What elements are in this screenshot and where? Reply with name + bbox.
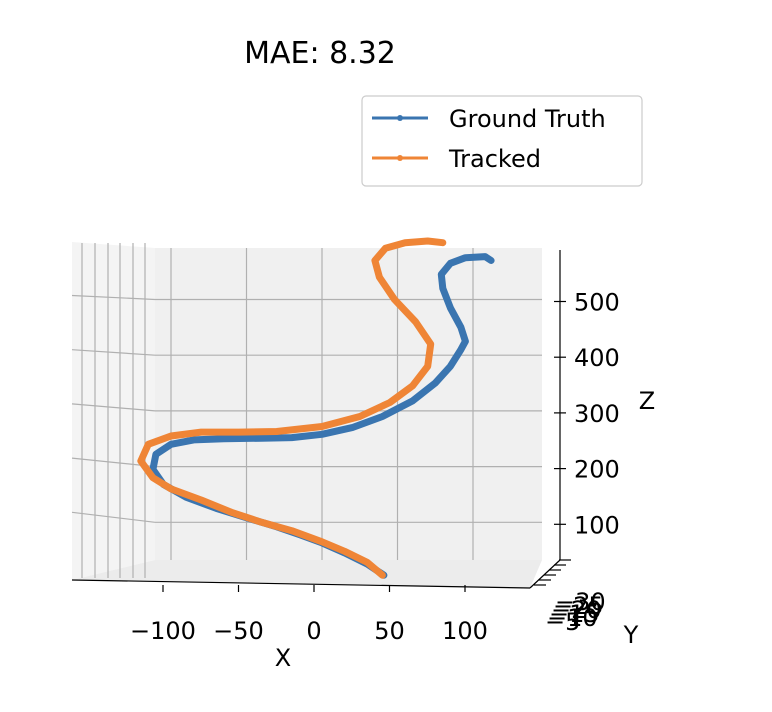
axes-panes: [72, 242, 542, 588]
z-tick-label: 200: [574, 456, 620, 484]
grid-lines: [71, 243, 542, 578]
y-tick-label: −20: [551, 596, 602, 624]
z-axis-ticks: 100 200 300 400 500: [554, 289, 620, 539]
x-axis-line: [71, 579, 531, 589]
z-tick-label: 300: [574, 400, 620, 428]
legend-box: [361, 95, 643, 187]
grid-line-side: [71, 349, 156, 356]
x-tick-label: 0: [306, 617, 321, 645]
y-tick-label: −30: [555, 588, 606, 616]
x-axis-ticks: −100 −50 0 50 100: [130, 585, 488, 645]
x-tick-label: −100: [130, 617, 196, 645]
y-tick-label: −5: [545, 608, 580, 636]
y-axis-label: Y: [623, 621, 639, 649]
side-pane: [72, 242, 155, 580]
series-layer: [137, 237, 495, 579]
y-tick-label: −25: [553, 592, 604, 620]
grid-line-side: [71, 511, 156, 523]
z-tick-label: 500: [574, 289, 620, 317]
grid-line-side: [71, 403, 156, 412]
legend-marker-ground-truth: [397, 115, 403, 121]
z-tick-label: 400: [574, 344, 620, 372]
x-axis-label: X: [275, 644, 291, 672]
series-line-tracked: [137, 237, 447, 579]
legend-label-ground-truth: Ground Truth: [449, 105, 606, 133]
x-tick-label: 100: [442, 617, 488, 645]
chart-title: MAE: 8.32: [244, 36, 396, 71]
grid-line-side: [71, 294, 156, 301]
x-tick-label: −50: [213, 617, 264, 645]
legend: Ground Truth Tracked: [361, 95, 643, 187]
y-axis-ticks: −5−10−15−20−25−30: [534, 559, 606, 636]
floor-pane: [72, 560, 542, 588]
z-axis-label: Z: [639, 387, 655, 415]
legend-label-tracked: Tracked: [448, 145, 541, 173]
y-tick-label: −15: [549, 600, 600, 628]
legend-marker-tracked: [397, 155, 403, 161]
x-tick-label: 50: [374, 617, 405, 645]
back-pane: [155, 248, 542, 560]
z-tick-label: 100: [574, 511, 620, 539]
y-tick-label: −10: [547, 604, 598, 632]
